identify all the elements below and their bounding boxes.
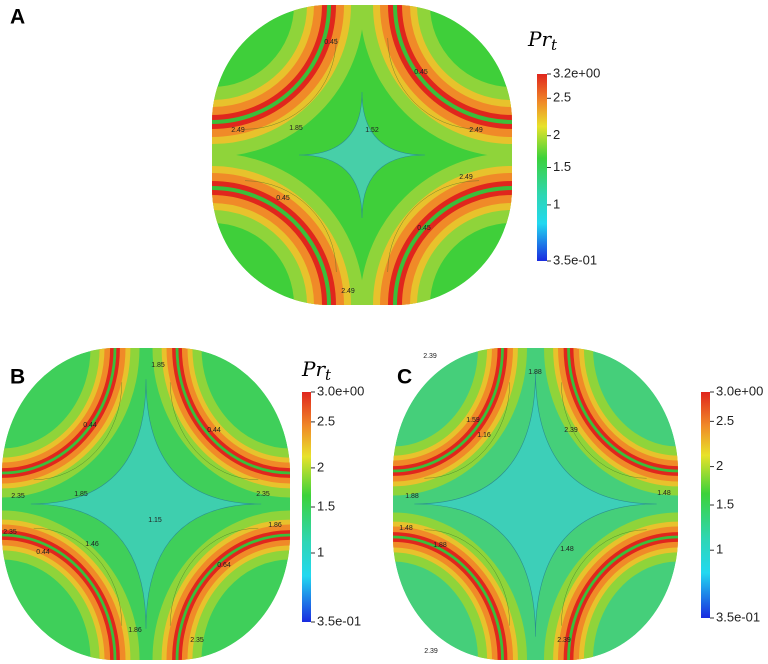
contour-label: 1.88 bbox=[405, 493, 419, 500]
contour-label: 1.85 bbox=[74, 491, 88, 498]
panel-label: C bbox=[397, 366, 412, 389]
contour-label: 0.45 bbox=[417, 225, 431, 232]
title-main: Pr bbox=[301, 357, 326, 381]
contour-label: 2.49 bbox=[459, 174, 473, 181]
colorbar-tick-label: 2.5 bbox=[553, 90, 571, 105]
contour bbox=[424, 382, 647, 626]
contour-label: 2.49 bbox=[469, 127, 483, 134]
band bbox=[393, 348, 678, 660]
colorbar-tick-label: 1.5 bbox=[716, 496, 734, 511]
colorbar bbox=[701, 392, 710, 618]
contour bbox=[33, 382, 259, 626]
contour-label: 2.49 bbox=[341, 288, 355, 295]
core bbox=[298, 91, 426, 219]
contour-label: 2.39 bbox=[423, 353, 437, 360]
colorbar-tick-label: 1 bbox=[317, 544, 324, 559]
contour-label: 0.44 bbox=[207, 427, 221, 434]
colorbar-tick-label: 2 bbox=[716, 458, 723, 473]
contour-label: 1.88 bbox=[433, 542, 447, 549]
core bbox=[30, 379, 262, 629]
contour-label: 1.86 bbox=[128, 627, 142, 634]
contour-label: 0.44 bbox=[36, 549, 50, 556]
panel: A0.450.452.49 1.85 1.52 2.492.490.450.452.4… bbox=[10, 5, 600, 305]
contour-label: 2.39 bbox=[557, 637, 571, 644]
panel-label: B bbox=[10, 366, 25, 389]
colorbar-tick-label: 3.5e-01 bbox=[317, 613, 361, 628]
contour-label: 0.45 bbox=[414, 69, 428, 76]
contour-label: 2.39 bbox=[564, 427, 578, 434]
contour-label: 2.35 bbox=[3, 529, 17, 536]
contour-label: 0.45 bbox=[276, 195, 290, 202]
band bbox=[212, 5, 512, 305]
colorbar-tick-label: 3.5e-01 bbox=[553, 252, 597, 267]
contour-label: 1.52 bbox=[365, 127, 379, 134]
colorbar bbox=[302, 392, 311, 622]
contour-label: 1.59 bbox=[466, 417, 480, 424]
colorbar-tick-label: 3.2e+00 bbox=[553, 65, 600, 80]
title-main: Pr bbox=[527, 27, 552, 51]
colorbar-title: Prt bbox=[301, 357, 332, 385]
contour bbox=[244, 37, 480, 273]
colorbar-tick-label: 2 bbox=[317, 459, 324, 474]
colorbar-tick-label: 1 bbox=[553, 196, 560, 211]
colorbar-tick-label: 2.5 bbox=[317, 413, 335, 428]
colorbar-tick-label: 3.0e+00 bbox=[716, 383, 763, 398]
contour-label: 0.64 bbox=[217, 562, 231, 569]
contour-label: 0.44 bbox=[83, 422, 97, 429]
contour-label: 1.86 bbox=[268, 522, 282, 529]
contour-label: 2.35 bbox=[256, 491, 270, 498]
colorbar-tick-label: 3.0e+00 bbox=[317, 383, 364, 398]
contour-label: 1.46 bbox=[85, 541, 99, 548]
contour-label: 2.39 bbox=[424, 648, 438, 655]
colorbar-tick-label: 2.5 bbox=[716, 413, 734, 428]
contour-label: 0.45 bbox=[324, 39, 338, 46]
panel: B 1.85 0.44 0.44 2.35 1.85 1.15 2.35 1.86 2.35 1.4… bbox=[2, 348, 364, 660]
contour-label: 2.49 bbox=[231, 127, 245, 134]
colorbar-title: Prt bbox=[527, 27, 558, 55]
band bbox=[2, 348, 290, 660]
contour-label: 1.88 bbox=[528, 369, 542, 376]
colorbar bbox=[537, 74, 547, 261]
title-subscript: t bbox=[325, 366, 332, 384]
contour-label: 1.85 bbox=[151, 362, 165, 369]
contour-plot bbox=[212, 5, 512, 305]
title-subscript: t bbox=[551, 36, 558, 54]
contour-plot bbox=[2, 348, 290, 660]
contour-label: 2.35 bbox=[11, 493, 25, 500]
colorbar-tick-label: 1 bbox=[716, 542, 723, 557]
contour-label: 1.48 bbox=[657, 490, 671, 497]
contour-plot bbox=[393, 348, 678, 660]
colorbar-tick-label: 1.5 bbox=[317, 498, 335, 513]
contour-label: 1.85 bbox=[289, 125, 303, 132]
colorbar-tick-label: 1.5 bbox=[553, 159, 571, 174]
colorbar-tick-label: 3.5e-01 bbox=[716, 609, 760, 624]
core bbox=[414, 371, 657, 637]
contour-label: 2.35 bbox=[190, 637, 204, 644]
contour-label: 1.48 bbox=[560, 546, 574, 553]
contour-label: 1.16 bbox=[477, 432, 491, 439]
colorbar-tick-label: 2 bbox=[553, 127, 560, 142]
panel: C 2.39 1.88 1.59 1.16 2.39 1.88 1.48 1.48 1.88 1.4… bbox=[393, 348, 763, 660]
panel-label: A bbox=[10, 6, 25, 29]
contour-label: 1.48 bbox=[399, 525, 413, 532]
contour-label: 1.15 bbox=[148, 517, 162, 524]
